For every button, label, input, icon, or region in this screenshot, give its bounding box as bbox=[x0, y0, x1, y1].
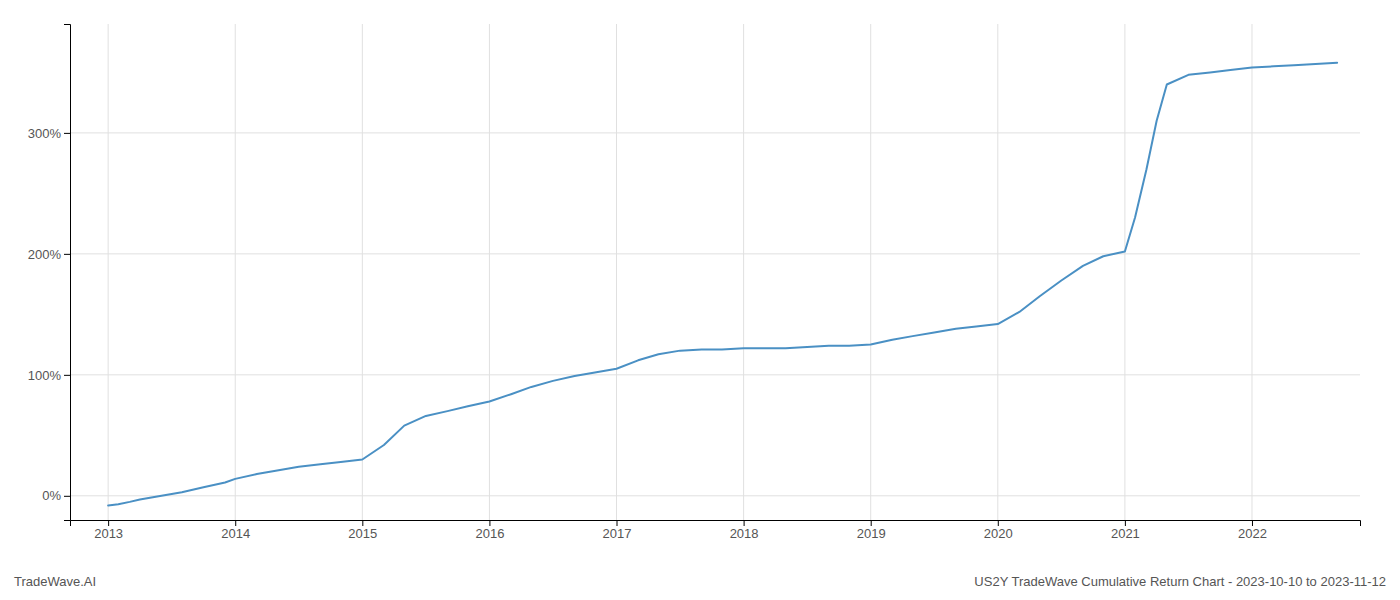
tick-label: 2020 bbox=[984, 526, 1013, 541]
grid-line bbox=[362, 24, 363, 520]
grid bbox=[70, 24, 1360, 520]
tick-label: 300% bbox=[28, 126, 62, 141]
tick-label: 200% bbox=[28, 247, 62, 262]
tick: 2013 bbox=[94, 520, 123, 541]
grid-line bbox=[70, 374, 1360, 375]
grid-line bbox=[1251, 24, 1252, 520]
grid-line bbox=[108, 24, 109, 520]
grid-line bbox=[70, 495, 1360, 496]
tick-label: 2015 bbox=[348, 526, 377, 541]
tick: 2016 bbox=[475, 520, 504, 541]
tick-mark bbox=[235, 520, 236, 526]
tick: 100% bbox=[28, 367, 70, 382]
tick: 2022 bbox=[1238, 520, 1267, 541]
tick-mark bbox=[64, 375, 70, 376]
tick-mark bbox=[362, 520, 363, 526]
tick-label: 2014 bbox=[221, 526, 250, 541]
tick-label: 100% bbox=[28, 367, 62, 382]
grid-line bbox=[1124, 24, 1125, 520]
tick-label: 2017 bbox=[603, 526, 632, 541]
tick: 2018 bbox=[730, 520, 759, 541]
tick: 2020 bbox=[984, 520, 1013, 541]
tick-label: 2016 bbox=[475, 526, 504, 541]
grid-line bbox=[743, 24, 744, 520]
axis-line bbox=[64, 25, 71, 521]
tick: 2019 bbox=[857, 520, 886, 541]
tick: 300% bbox=[28, 126, 70, 141]
tick-label: 2018 bbox=[730, 526, 759, 541]
y-axis: 0% 100% 200% 300% bbox=[28, 25, 71, 521]
tick-mark bbox=[871, 520, 872, 526]
tick-mark bbox=[64, 496, 70, 497]
tick: 2017 bbox=[603, 520, 632, 541]
tick: 2015 bbox=[348, 520, 377, 541]
tick: 2021 bbox=[1111, 520, 1140, 541]
tick-label: 2022 bbox=[1238, 526, 1267, 541]
plot-area: 2013 2014 2015 2016 2017 2018 2019 2020 2021 2022… bbox=[28, 24, 1361, 541]
grid-line bbox=[489, 24, 490, 520]
footer-label: TradeWave.AI bbox=[14, 574, 96, 589]
grid-line bbox=[70, 132, 1360, 133]
tick-mark bbox=[1125, 520, 1126, 526]
tick-mark bbox=[998, 520, 999, 526]
line bbox=[108, 63, 1337, 506]
tick: 0% bbox=[42, 488, 70, 503]
tick-mark bbox=[744, 520, 745, 526]
grid-line bbox=[70, 253, 1360, 254]
tick-label: 2021 bbox=[1111, 526, 1140, 541]
chart: 2013 2014 2015 2016 2017 2018 2019 2020 2021 2022… bbox=[0, 0, 1400, 600]
tick-mark bbox=[108, 520, 109, 526]
title: US2Y TradeWave Cumulative Return Chart -… bbox=[974, 574, 1386, 589]
tick-mark bbox=[489, 520, 490, 526]
tick-label: 2019 bbox=[857, 526, 886, 541]
tick-mark bbox=[64, 133, 70, 134]
grid-line bbox=[997, 24, 998, 520]
tick-label: 2013 bbox=[94, 526, 123, 541]
tick: 2014 bbox=[221, 520, 250, 541]
tick-label: 0% bbox=[42, 488, 61, 503]
grid-line bbox=[870, 24, 871, 520]
tick-mark bbox=[617, 520, 618, 526]
tick: 200% bbox=[28, 247, 70, 262]
x-axis: 2013 2014 2015 2016 2017 2018 2019 2020 2021 2022 bbox=[71, 520, 1361, 541]
axis-line bbox=[71, 521, 1361, 527]
tick-mark bbox=[64, 254, 70, 255]
marks bbox=[108, 63, 1337, 506]
grid-line bbox=[616, 24, 617, 520]
grid-line bbox=[235, 24, 236, 520]
tick-mark bbox=[1252, 520, 1253, 526]
